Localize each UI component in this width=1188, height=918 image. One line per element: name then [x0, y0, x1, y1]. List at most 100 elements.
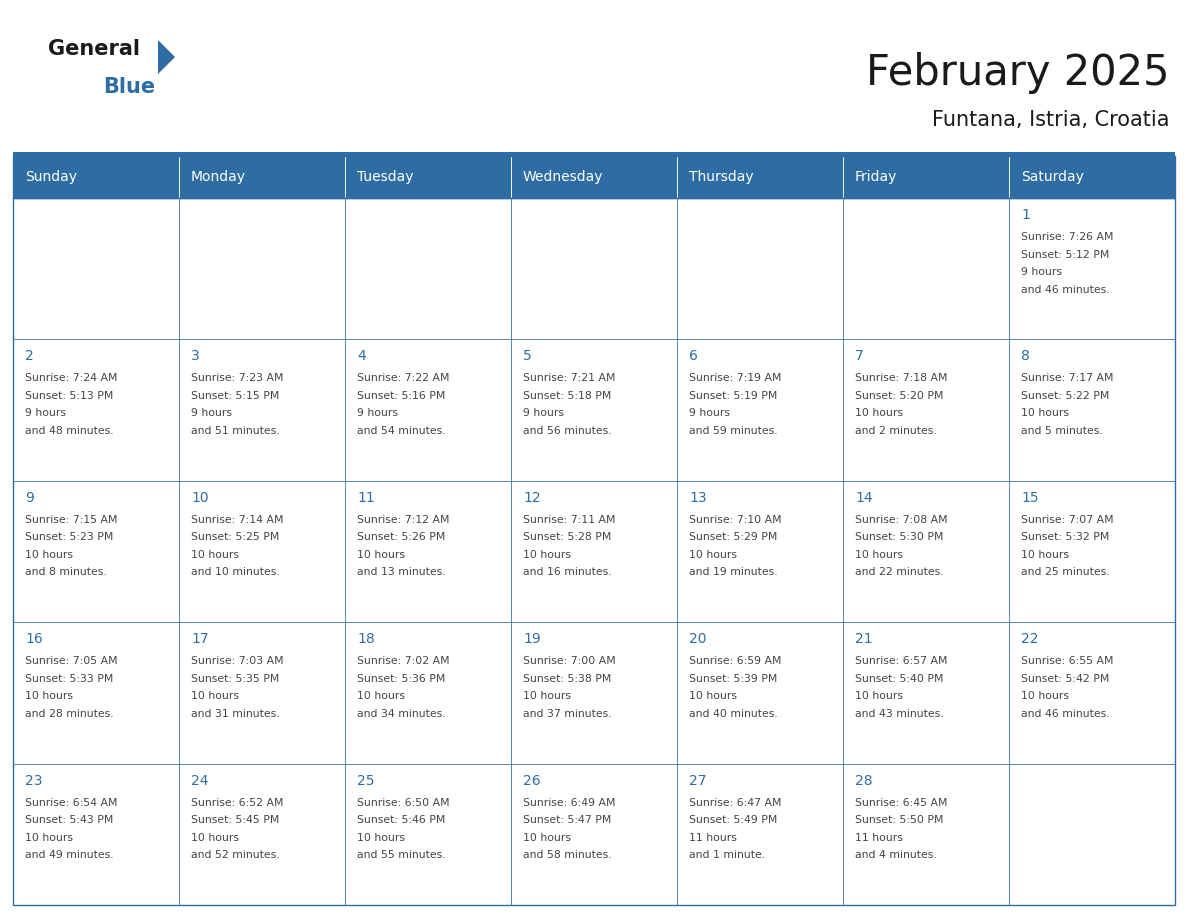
- Text: 17: 17: [191, 633, 209, 646]
- Text: Sunset: 5:20 PM: Sunset: 5:20 PM: [855, 391, 943, 401]
- Text: Sunset: 5:25 PM: Sunset: 5:25 PM: [191, 532, 279, 543]
- Text: 1: 1: [1020, 208, 1030, 222]
- Text: Sunrise: 6:49 AM: Sunrise: 6:49 AM: [523, 798, 615, 808]
- Text: 5: 5: [523, 350, 532, 364]
- Bar: [345, 622, 511, 764]
- Text: Sunset: 5:23 PM: Sunset: 5:23 PM: [25, 532, 113, 543]
- Text: and 1 minute.: and 1 minute.: [689, 850, 765, 860]
- Text: Sunrise: 7:05 AM: Sunrise: 7:05 AM: [25, 656, 118, 666]
- Text: Sunrise: 7:24 AM: Sunrise: 7:24 AM: [25, 374, 118, 384]
- Text: Sunset: 5:19 PM: Sunset: 5:19 PM: [689, 391, 777, 401]
- Text: Sunset: 5:28 PM: Sunset: 5:28 PM: [523, 532, 612, 543]
- Text: Sunset: 5:47 PM: Sunset: 5:47 PM: [523, 815, 612, 825]
- Text: and 43 minutes.: and 43 minutes.: [855, 709, 943, 719]
- Text: and 59 minutes.: and 59 minutes.: [689, 426, 778, 436]
- Text: and 8 minutes.: and 8 minutes.: [25, 567, 107, 577]
- Text: 8: 8: [1020, 350, 1030, 364]
- Text: Sunrise: 7:19 AM: Sunrise: 7:19 AM: [689, 374, 782, 384]
- Text: 11 hours: 11 hours: [689, 833, 737, 843]
- Text: Friday: Friday: [855, 170, 897, 184]
- Text: and 54 minutes.: and 54 minutes.: [358, 426, 446, 436]
- Text: Sunset: 5:43 PM: Sunset: 5:43 PM: [25, 815, 113, 825]
- Text: 28: 28: [855, 774, 873, 788]
- Bar: [511, 340, 677, 481]
- Text: Sunset: 5:26 PM: Sunset: 5:26 PM: [358, 532, 446, 543]
- Bar: [677, 622, 843, 764]
- Text: 10 hours: 10 hours: [855, 550, 903, 560]
- Text: and 55 minutes.: and 55 minutes.: [358, 850, 446, 860]
- Text: Saturday: Saturday: [1020, 170, 1083, 184]
- Text: Sunset: 5:45 PM: Sunset: 5:45 PM: [191, 815, 279, 825]
- Text: 9: 9: [25, 491, 34, 505]
- Bar: [345, 198, 511, 340]
- Text: 10 hours: 10 hours: [191, 833, 239, 843]
- Bar: [843, 481, 1009, 622]
- Text: 14: 14: [855, 491, 873, 505]
- Text: and 31 minutes.: and 31 minutes.: [191, 709, 279, 719]
- Text: Sunrise: 6:55 AM: Sunrise: 6:55 AM: [1020, 656, 1113, 666]
- Text: Monday: Monday: [191, 170, 246, 184]
- Text: Sunrise: 7:26 AM: Sunrise: 7:26 AM: [1020, 232, 1113, 242]
- Text: 10 hours: 10 hours: [25, 833, 72, 843]
- Text: Sunrise: 7:02 AM: Sunrise: 7:02 AM: [358, 656, 449, 666]
- Text: Sunset: 5:42 PM: Sunset: 5:42 PM: [1020, 674, 1110, 684]
- Bar: [843, 764, 1009, 905]
- Text: 21: 21: [855, 633, 873, 646]
- Text: 10 hours: 10 hours: [25, 550, 72, 560]
- Text: 11 hours: 11 hours: [855, 833, 903, 843]
- Text: 10 hours: 10 hours: [191, 550, 239, 560]
- Text: Sunrise: 6:57 AM: Sunrise: 6:57 AM: [855, 656, 948, 666]
- Text: Sunset: 5:12 PM: Sunset: 5:12 PM: [1020, 250, 1110, 260]
- Bar: [13, 481, 179, 622]
- Text: and 2 minutes.: and 2 minutes.: [855, 426, 937, 436]
- Text: Sunset: 5:18 PM: Sunset: 5:18 PM: [523, 391, 612, 401]
- Text: Sunset: 5:29 PM: Sunset: 5:29 PM: [689, 532, 777, 543]
- Text: Sunset: 5:32 PM: Sunset: 5:32 PM: [1020, 532, 1110, 543]
- Text: and 5 minutes.: and 5 minutes.: [1020, 426, 1102, 436]
- Text: Sunset: 5:22 PM: Sunset: 5:22 PM: [1020, 391, 1110, 401]
- Bar: [13, 198, 179, 340]
- Text: 10 hours: 10 hours: [358, 550, 405, 560]
- Text: 10 hours: 10 hours: [855, 409, 903, 419]
- Text: Sunrise: 6:52 AM: Sunrise: 6:52 AM: [191, 798, 284, 808]
- Bar: [511, 764, 677, 905]
- Text: 6: 6: [689, 350, 697, 364]
- Text: Sunset: 5:33 PM: Sunset: 5:33 PM: [25, 674, 113, 684]
- Text: Sunrise: 7:21 AM: Sunrise: 7:21 AM: [523, 374, 615, 384]
- Bar: [1009, 340, 1175, 481]
- Bar: [13, 156, 179, 198]
- Bar: [345, 340, 511, 481]
- Text: 9 hours: 9 hours: [25, 409, 67, 419]
- Text: Sunrise: 7:17 AM: Sunrise: 7:17 AM: [1020, 374, 1113, 384]
- Text: Sunset: 5:15 PM: Sunset: 5:15 PM: [191, 391, 279, 401]
- Bar: [1009, 481, 1175, 622]
- Text: 20: 20: [689, 633, 707, 646]
- Text: 26: 26: [523, 774, 541, 788]
- Bar: [345, 156, 511, 198]
- Text: 10 hours: 10 hours: [689, 550, 737, 560]
- Bar: [511, 156, 677, 198]
- Text: Sunrise: 7:07 AM: Sunrise: 7:07 AM: [1020, 515, 1113, 525]
- Text: 10 hours: 10 hours: [523, 833, 571, 843]
- Text: 2: 2: [25, 350, 33, 364]
- Bar: [13, 198, 1175, 905]
- Bar: [179, 198, 345, 340]
- Text: 16: 16: [25, 633, 43, 646]
- Bar: [179, 622, 345, 764]
- Text: Sunrise: 7:10 AM: Sunrise: 7:10 AM: [689, 515, 782, 525]
- Text: Sunset: 5:49 PM: Sunset: 5:49 PM: [689, 815, 777, 825]
- Text: 10 hours: 10 hours: [358, 691, 405, 701]
- Bar: [1009, 764, 1175, 905]
- Bar: [843, 340, 1009, 481]
- Bar: [13, 152, 1175, 156]
- Text: 9 hours: 9 hours: [1020, 267, 1062, 277]
- Text: 10 hours: 10 hours: [25, 691, 72, 701]
- Text: Sunrise: 7:03 AM: Sunrise: 7:03 AM: [191, 656, 284, 666]
- Polygon shape: [158, 40, 175, 74]
- Text: 9 hours: 9 hours: [689, 409, 729, 419]
- Text: Blue: Blue: [103, 77, 156, 97]
- Bar: [1009, 198, 1175, 340]
- Bar: [1009, 156, 1175, 198]
- Text: Sunrise: 7:22 AM: Sunrise: 7:22 AM: [358, 374, 449, 384]
- Text: and 4 minutes.: and 4 minutes.: [855, 850, 937, 860]
